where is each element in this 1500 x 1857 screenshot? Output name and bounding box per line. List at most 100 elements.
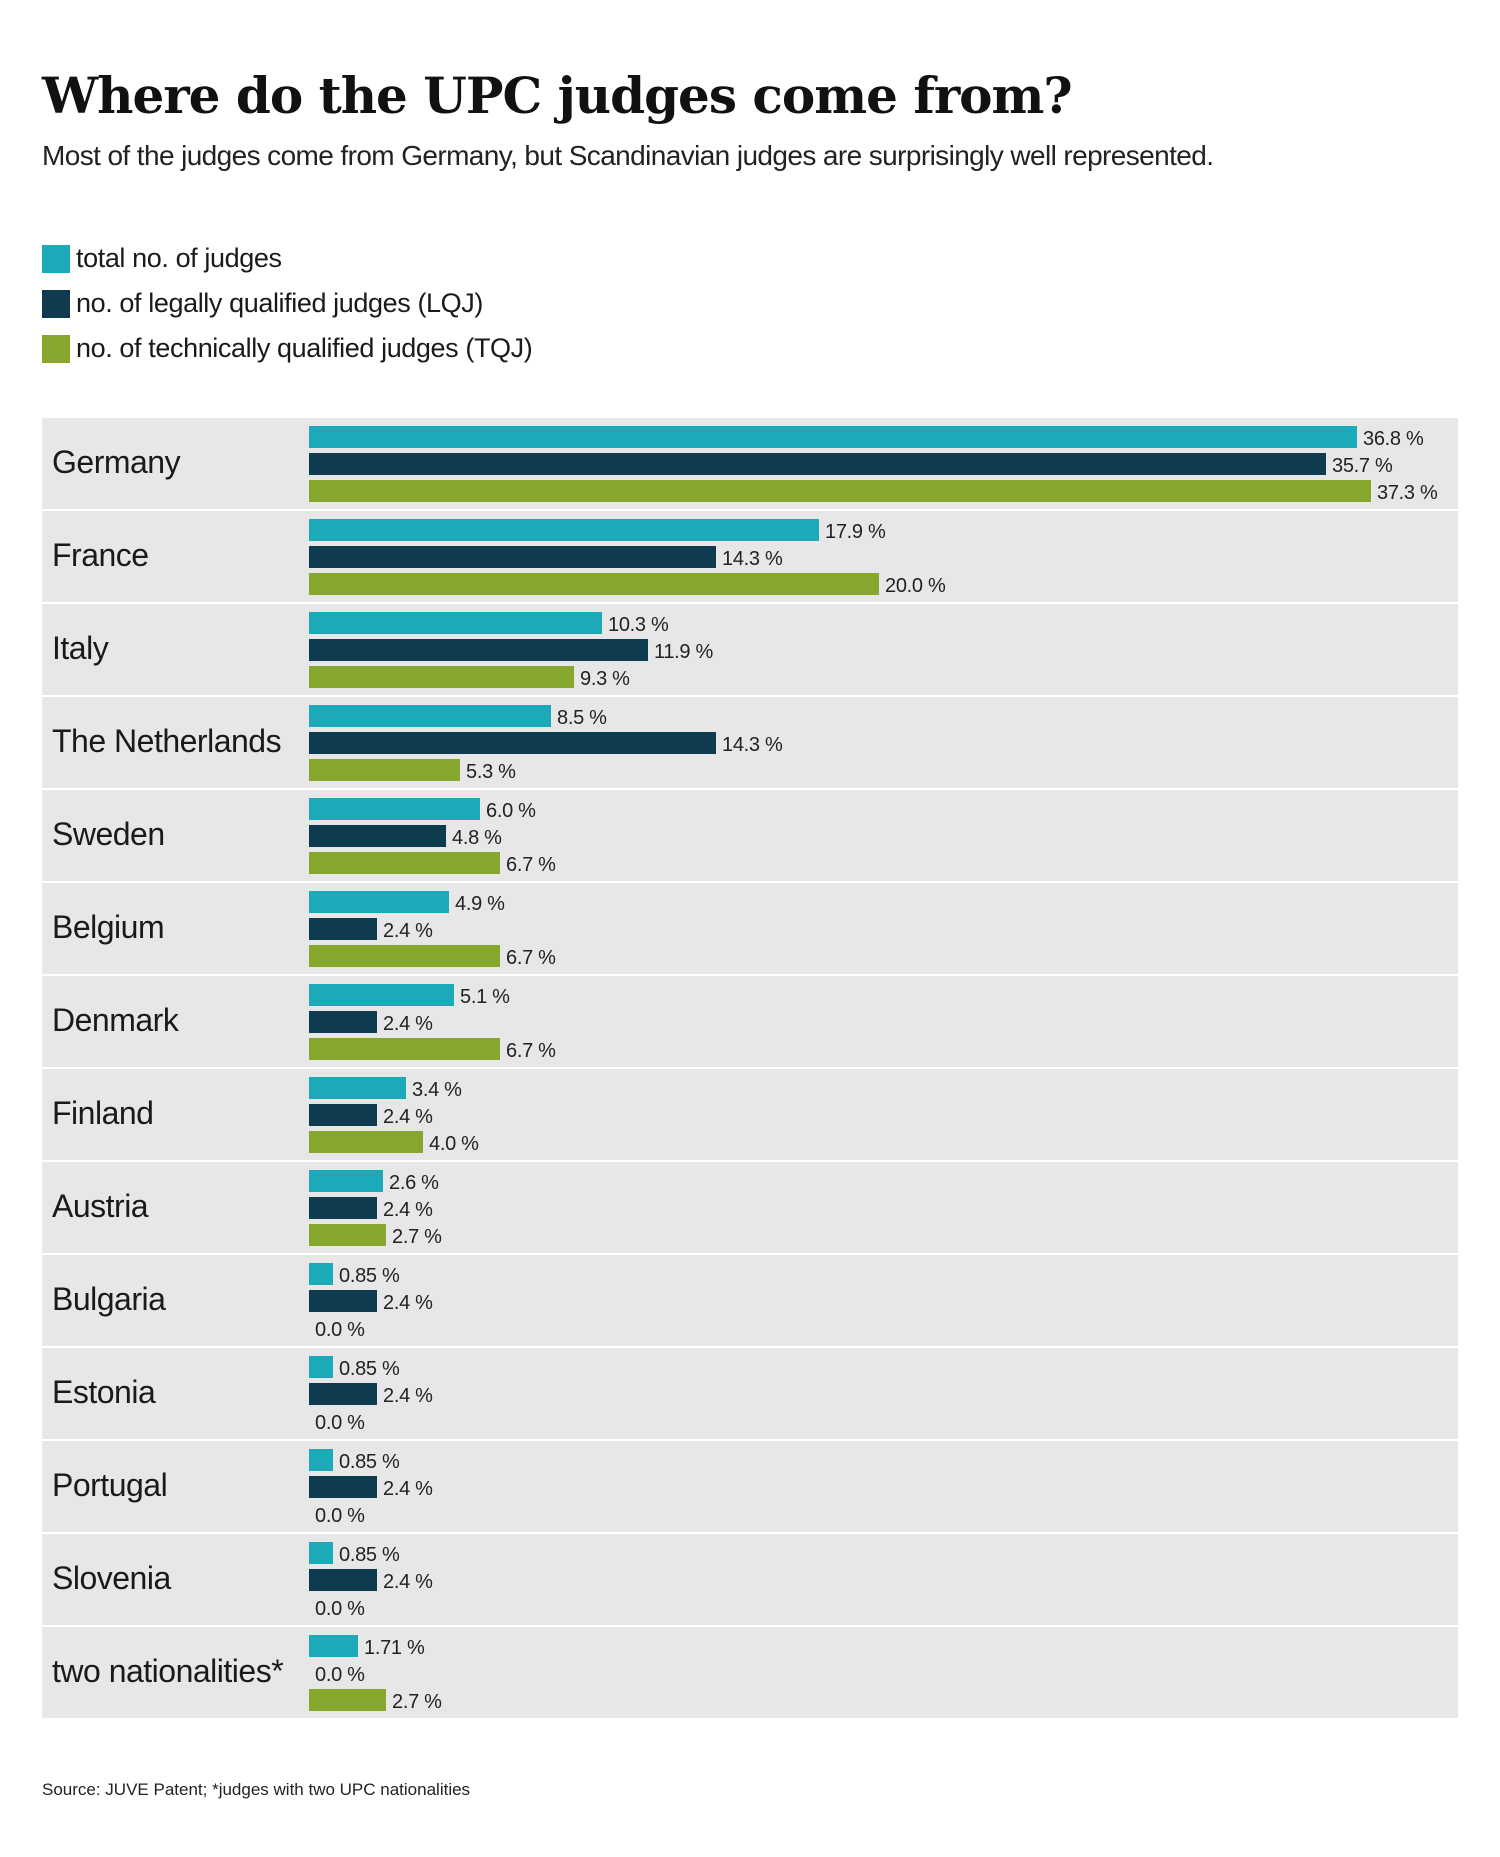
category-label: Portugal xyxy=(52,1467,167,1504)
legend-label-lqj: no. of legally qualified judges (LQJ) xyxy=(76,288,483,319)
value-label-total: 0.85 % xyxy=(339,1544,399,1566)
bar-total xyxy=(309,1635,358,1657)
bar-tqj xyxy=(309,852,500,874)
value-label-tqj: 0.0 % xyxy=(315,1412,365,1434)
bar-tqj xyxy=(309,666,574,688)
value-label-tqj: 9.3 % xyxy=(580,668,630,690)
category-label: Slovenia xyxy=(52,1560,171,1597)
legend: total no. of judges no. of legally quali… xyxy=(42,236,532,371)
bar-total xyxy=(309,1077,406,1099)
bar-lqj xyxy=(309,1104,377,1126)
category-label: The Netherlands xyxy=(52,723,281,760)
legend-item-lqj: no. of legally qualified judges (LQJ) xyxy=(42,281,532,326)
value-label-lqj: 2.4 % xyxy=(383,1292,433,1314)
row-two-nationalities: two nationalities* 1.71 % 0.0 % 2.7 % xyxy=(42,1627,1458,1718)
row-denmark: Denmark5.1 %2.4 %6.7 % xyxy=(42,976,1458,1067)
row-austria: Austria2.6 %2.4 %2.7 % xyxy=(42,1162,1458,1253)
value-label-lqj: 2.4 % xyxy=(383,1478,433,1500)
bar-chart: Germany36.8 %35.7 %37.3 %France17.9 %14.… xyxy=(42,418,1458,1720)
category-label: Estonia xyxy=(52,1374,155,1411)
bar-tqj xyxy=(309,1224,386,1246)
category-label: France xyxy=(52,537,149,574)
value-label-lqj: 2.4 % xyxy=(383,1385,433,1407)
value-label-tqj: 2.7 % xyxy=(392,1691,442,1713)
category-label: Finland xyxy=(52,1095,153,1132)
value-label-total: 2.6 % xyxy=(389,1172,439,1194)
bar-lqj xyxy=(309,1569,377,1591)
value-label-lqj: 2.4 % xyxy=(383,920,433,942)
row-belgium: Belgium 4.9 % 2.4 % 6.7 % xyxy=(42,883,1458,974)
bar-total xyxy=(309,1356,333,1378)
bar-total xyxy=(309,891,449,913)
value-label-tqj: 0.0 % xyxy=(315,1319,365,1341)
chart-subtitle: Most of the judges come from Germany, bu… xyxy=(42,140,1213,172)
bar-total xyxy=(309,519,819,541)
bar-tqj xyxy=(309,480,1371,502)
bar-lqj xyxy=(309,732,716,754)
value-label-total: 1.71 % xyxy=(364,1637,424,1659)
value-label-total: 5.1 % xyxy=(460,986,510,1008)
legend-swatch-lqj xyxy=(42,290,70,318)
value-label-lqj: 4.8 % xyxy=(452,827,502,849)
value-label-lqj: 35.7 % xyxy=(1332,455,1392,477)
category-label: two nationalities* xyxy=(52,1653,283,1690)
value-label-total: 10.3 % xyxy=(608,614,668,636)
source-note: Source: JUVE Patent; *judges with two UP… xyxy=(42,1780,470,1800)
bar-lqj xyxy=(309,918,377,940)
row-france: France 17.9 % 14.3 % 20.0 % xyxy=(42,511,1458,602)
bar-lqj xyxy=(309,1383,377,1405)
value-label-total: 0.85 % xyxy=(339,1358,399,1380)
value-label-lqj: 2.4 % xyxy=(383,1106,433,1128)
row-germany: Germany36.8 %35.7 %37.3 % xyxy=(42,418,1458,509)
bar-tqj xyxy=(309,1038,500,1060)
value-label-lqj: 0.0 % xyxy=(315,1664,365,1686)
row-italy: Italy 10.3 % 11.9 % 9.3 % xyxy=(42,604,1458,695)
value-label-lqj: 2.4 % xyxy=(383,1013,433,1035)
bar-total xyxy=(309,705,551,727)
value-label-total: 0.85 % xyxy=(339,1451,399,1473)
row-sweden: Sweden6.0 %4.8 %6.7 % xyxy=(42,790,1458,881)
value-label-lqj: 11.9 % xyxy=(654,641,713,663)
bar-lqj xyxy=(309,825,446,847)
bar-lqj xyxy=(309,639,648,661)
value-label-tqj: 20.0 % xyxy=(885,575,945,597)
category-label: Bulgaria xyxy=(52,1281,165,1318)
value-label-total: 4.9 % xyxy=(455,893,505,915)
bar-total xyxy=(309,1542,333,1564)
value-label-tqj: 37.3 % xyxy=(1377,482,1437,504)
legend-item-tqj: no. of technically qualified judges (TQJ… xyxy=(42,326,532,371)
bar-lqj xyxy=(309,1476,377,1498)
value-label-total: 3.4 % xyxy=(412,1079,462,1101)
row-portugal: Portugal 0.85 % 2.4 % 0.0 % xyxy=(42,1441,1458,1532)
legend-swatch-tqj xyxy=(42,335,70,363)
value-label-tqj: 6.7 % xyxy=(506,947,556,969)
value-label-tqj: 5.3 % xyxy=(466,761,516,783)
bar-lqj xyxy=(309,546,716,568)
bar-total xyxy=(309,984,454,1006)
bar-lqj xyxy=(309,1290,377,1312)
value-label-lqj: 2.4 % xyxy=(383,1571,433,1593)
bar-tqj xyxy=(309,945,500,967)
value-label-total: 6.0 % xyxy=(486,800,536,822)
row-the-netherlands: The Netherlands8.5 %14.3 %5.3 % xyxy=(42,697,1458,788)
value-label-tqj: 2.7 % xyxy=(392,1226,442,1248)
row-bulgaria: Bulgaria0.85 %2.4 %0.0 % xyxy=(42,1255,1458,1346)
bar-tqj xyxy=(309,1131,423,1153)
bar-total xyxy=(309,612,602,634)
row-estonia: Estonia 0.85 % 2.4 % 0.0 % xyxy=(42,1348,1458,1439)
value-label-lqj: 14.3 % xyxy=(722,548,782,570)
bar-lqj xyxy=(309,1197,377,1219)
bar-lqj xyxy=(309,453,1326,475)
bar-total xyxy=(309,1170,383,1192)
category-label: Italy xyxy=(52,630,108,667)
value-label-total: 17.9 % xyxy=(825,521,885,543)
category-label: Sweden xyxy=(52,816,165,853)
bar-tqj xyxy=(309,1689,386,1711)
category-label: Denmark xyxy=(52,1002,178,1039)
legend-label-total: total no. of judges xyxy=(76,243,282,274)
value-label-tqj: 0.0 % xyxy=(315,1505,365,1527)
category-label: Belgium xyxy=(52,909,164,946)
legend-label-tqj: no. of technically qualified judges (TQJ… xyxy=(76,333,532,364)
bar-total xyxy=(309,1449,333,1471)
bar-total xyxy=(309,1263,333,1285)
